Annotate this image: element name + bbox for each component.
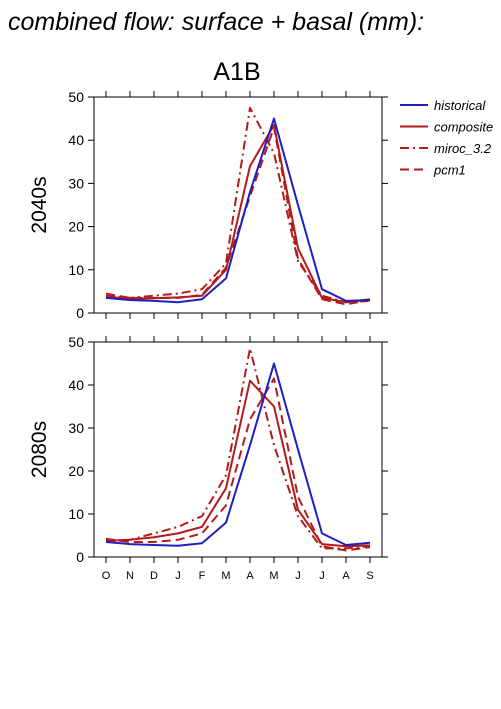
x-tick-label: S	[366, 570, 373, 582]
series-line-composite	[105, 124, 371, 304]
series-line-miroc-3-2	[105, 106, 371, 304]
series-line-pcm1	[105, 377, 371, 552]
x-tick-label: J	[319, 570, 325, 582]
y-axis-label: 2040s	[28, 176, 51, 233]
series-line-historical	[105, 117, 371, 304]
x-tick-label: N	[126, 570, 134, 582]
scenario-label: A1B	[213, 58, 260, 86]
x-tick-label: A	[246, 570, 254, 582]
legend-label: historical	[434, 98, 486, 113]
x-tick-label: D	[150, 570, 158, 582]
y-tick-label: 50	[68, 89, 84, 105]
legend: historical composite miroc_3.2 pcm1	[400, 98, 493, 178]
series-line-composite	[105, 379, 371, 548]
y-tick-label: 30	[68, 420, 84, 436]
y-tick-label: 30	[68, 175, 84, 191]
y-tick-label: 0	[76, 305, 84, 321]
x-tick-label: O	[102, 570, 111, 582]
panel-2040s: 0 10 20 30 40 50 2040s	[28, 89, 388, 321]
y-tick-label: 20	[68, 219, 84, 235]
y-tick-label: 20	[68, 463, 84, 479]
series-line-miroc-3-2	[105, 347, 371, 550]
x-tick-label: J	[295, 570, 301, 582]
y-tick-label: 10	[68, 262, 84, 278]
legend-label: composite	[434, 120, 493, 135]
series-line-historical	[105, 362, 371, 547]
plot-frame	[93, 341, 383, 558]
y-tick-label: 0	[76, 549, 84, 565]
x-tick-label: M	[269, 570, 278, 582]
x-tick-label: M	[221, 570, 230, 582]
y-axis-label: 2080s	[28, 421, 51, 478]
legend-label: pcm1	[433, 163, 466, 178]
y-tick-label: 10	[68, 506, 84, 522]
x-tick-label: J	[175, 570, 181, 582]
x-tick-label: F	[199, 570, 206, 582]
figure-title: combined flow: surface + basal (mm):	[8, 8, 424, 36]
legend-label: miroc_3.2	[434, 141, 492, 156]
y-tick-label: 40	[68, 132, 84, 148]
x-tick-label: A	[342, 570, 350, 582]
y-tick-label: 40	[68, 377, 84, 393]
y-tick-label: 50	[68, 334, 84, 350]
panel-2080s: 0 10 20 30 40 50 O N D J F M A M J J A S 2080s	[28, 334, 388, 582]
plot-frame	[93, 96, 383, 314]
